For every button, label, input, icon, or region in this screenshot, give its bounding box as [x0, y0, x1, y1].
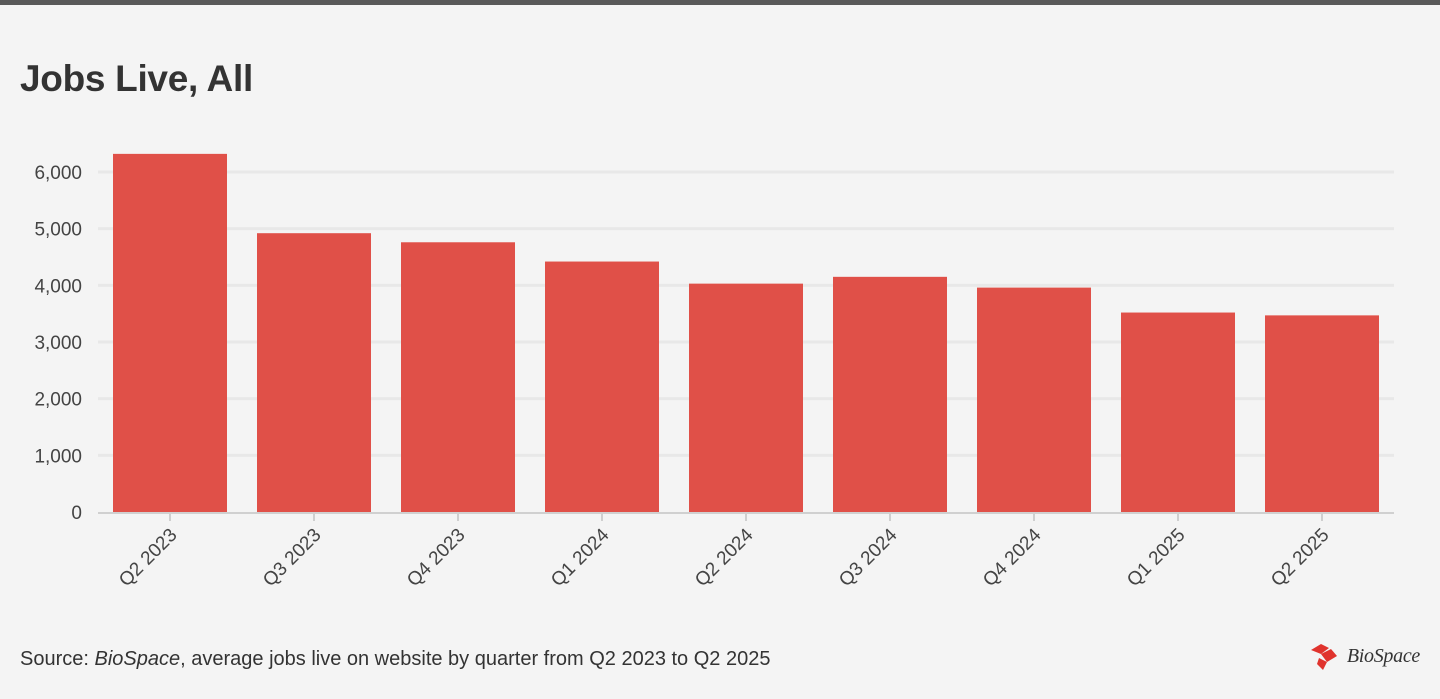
y-tick-label: 0	[71, 503, 82, 524]
x-tick-label: Q2 2023	[115, 525, 181, 591]
bar-chart: 0 1,000 2,000 3,000 4,000 5,000 6,000 Q2 2023 Q3…	[34, 153, 1394, 591]
x-tick-label: Q1 2024	[547, 524, 614, 591]
y-tick-label: 6,000	[34, 163, 82, 184]
y-tick-label: 2,000	[34, 390, 82, 411]
y-tick-label: 5,000	[34, 220, 82, 241]
x-tick-label: Q2 2025	[1267, 525, 1333, 591]
y-tick-label: 1,000	[34, 446, 82, 467]
bar-q2-2025	[1265, 315, 1379, 512]
y-tick-label: 3,000	[34, 333, 82, 354]
biospace-logo: BioSpace	[1307, 640, 1420, 672]
x-tick-label: Q3 2024	[835, 524, 902, 591]
logo-text: BioSpace	[1346, 644, 1420, 667]
source-prefix: Source:	[20, 648, 89, 670]
bar-q4-2023	[401, 242, 515, 512]
source-note: Source: BioSpace, average jobs live on w…	[20, 648, 770, 671]
bar-q2-2024	[689, 283, 803, 512]
bar-q1-2024	[545, 261, 659, 512]
x-tick-label: Q1 2025	[1123, 525, 1189, 591]
source-name: BioSpace	[94, 648, 181, 670]
chart-title: Jobs Live, All	[20, 58, 253, 99]
source-description: , average jobs live on website by quarte…	[180, 648, 771, 670]
bar-q3-2023	[257, 233, 371, 512]
bar-q3-2024	[833, 276, 947, 512]
biospace-logo-icon	[1310, 644, 1337, 670]
y-tick-label: 4,000	[34, 276, 82, 297]
x-tick-label: Q4 2024	[979, 524, 1046, 591]
top-border	[0, 0, 1440, 5]
x-tick-label: Q3 2023	[259, 525, 325, 591]
bar-q4-2024	[977, 287, 1091, 512]
x-tick-label: Q4 2023	[403, 525, 469, 591]
bar-q2-2023	[113, 153, 227, 512]
bar-q1-2025	[1121, 312, 1235, 512]
x-tick-label: Q2 2024	[691, 524, 758, 591]
